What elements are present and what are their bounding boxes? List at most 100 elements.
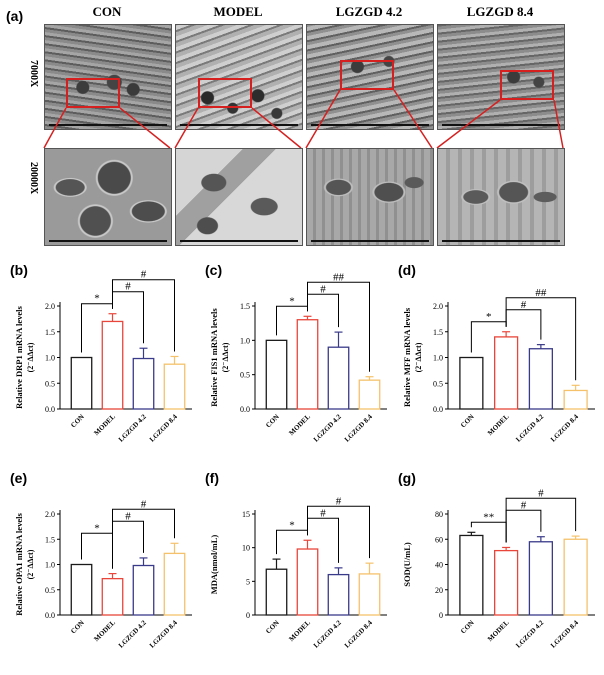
tem-row-label-20000x: 20000X <box>28 162 39 195</box>
bar-f-0 <box>265 568 288 616</box>
tem-title-model: MODEL <box>213 4 263 19</box>
chart-mff: 0.0 0.5 1.0 1.5 2.0 Relative MFF mRNA levels(… <box>402 287 595 444</box>
tem-image-con-20000x <box>44 148 172 246</box>
tem-image-lgzgd42-20000x <box>306 148 434 246</box>
x-tick-label-b-0: CON <box>69 413 86 430</box>
x-tick-label-g-2: LGZGD 4.2 <box>514 618 545 649</box>
y-axis-label-b: Relative DRP1 mRNA levels <box>14 305 24 408</box>
y-tick-label-e-2: 1.0 <box>45 561 55 570</box>
y-tick-label-f-3: 15 <box>242 510 250 519</box>
y-tick-label-f-1: 5 <box>246 577 250 586</box>
x-tick-label-e-3: LGZGD 8.4 <box>148 618 179 649</box>
significance-mark-b-1: # <box>125 281 131 293</box>
panel-label-d: (d) <box>398 262 416 278</box>
x-tick-label-g-1: MODEL <box>486 619 511 644</box>
y-tick-label-g-2: 40 <box>435 561 443 570</box>
y-tick-label-g-1: 20 <box>435 586 443 595</box>
significance-mark-c-2: ## <box>333 271 345 283</box>
y-tick-label-d-2: 1.0 <box>433 354 443 363</box>
significance-bracket-c-1 <box>307 293 339 328</box>
y-tick-label-d-4: 2.0 <box>433 302 443 311</box>
significance-bracket-b-1 <box>112 291 144 344</box>
y-tick-label-e-0: 0.0 <box>45 611 55 620</box>
chart-mda: 0 5 10 15 MDA(nmol/mL) CON MODEL LGZGD 4.2 LGZGD… <box>209 495 387 650</box>
x-tick-label-f-0: CON <box>264 619 281 636</box>
y-tick-label-b-1: 0.5 <box>45 379 55 388</box>
y-tick-label-b-3: 1.5 <box>45 328 55 337</box>
significance-bracket-g-1 <box>505 509 542 543</box>
y-tick-label-e-3: 1.5 <box>45 535 55 544</box>
y-tick-label-g-4: 80 <box>435 510 443 519</box>
x-tick-label-c-1: MODEL <box>288 413 313 438</box>
bar-e-3 <box>163 552 186 616</box>
y-tick-label-d-3: 1.5 <box>433 328 443 337</box>
significance-mark-f-0: * <box>289 519 295 531</box>
roi-box-model <box>198 78 252 108</box>
significance-mark-g-0: ** <box>483 511 494 523</box>
x-tick-label-d-3: LGZGD 8.4 <box>549 412 580 443</box>
x-tick-label-e-1: MODEL <box>93 619 118 644</box>
roi-box-lgzgd42 <box>340 60 394 90</box>
bar-g-2 <box>528 541 553 616</box>
x-tick-label-d-2: LGZGD 4.2 <box>514 412 545 443</box>
y-tick-label-c-2: 1.0 <box>240 336 250 345</box>
tem-title-lgzgd84: LGZGD 8.4 <box>466 4 534 19</box>
significance-bracket-b-0 <box>81 303 113 353</box>
bar-d-3 <box>563 389 588 410</box>
bar-f-3 <box>358 573 381 616</box>
y-tick-label-g-0: 0 <box>439 611 443 620</box>
y-axis-label-g: SOD(U/mL) <box>402 542 412 587</box>
bar-b-3 <box>163 363 186 410</box>
y-axis-sublabel-c: (2⁻ΔΔct) <box>221 342 230 372</box>
x-tick-label-f-2: LGZGD 4.2 <box>312 618 343 649</box>
tem-image-model-20000x <box>175 148 303 246</box>
chart-drp1: 0.0 0.5 1.0 1.5 2.0 Relative DRP1 mRNA levels… <box>14 269 192 444</box>
bar-c-1 <box>296 319 319 410</box>
y-tick-label-d-1: 0.5 <box>433 379 443 388</box>
significance-bracket-d-1 <box>505 309 542 340</box>
bar-b-0 <box>70 356 93 410</box>
y-axis-sublabel-d: (2⁻ΔΔct) <box>414 342 423 372</box>
significance-mark-g-2: # <box>538 487 544 499</box>
bar-e-1 <box>101 577 124 616</box>
x-tick-label-c-0: CON <box>264 413 281 430</box>
panel-label-a: (a) <box>6 8 24 24</box>
x-tick-label-e-0: CON <box>69 619 86 636</box>
significance-mark-e-0: * <box>94 522 100 534</box>
bar-c-0 <box>265 339 288 410</box>
panel-label-e: (e) <box>10 470 28 486</box>
panel-label-b: (b) <box>10 262 28 278</box>
y-tick-label-e-4: 2.0 <box>45 510 55 519</box>
bar-g-1 <box>494 549 519 616</box>
bar-g-0 <box>459 534 484 616</box>
significance-mark-c-0: * <box>289 295 295 307</box>
bar-f-2 <box>327 573 350 616</box>
y-tick-label-e-1: 0.5 <box>45 586 55 595</box>
x-tick-label-d-1: MODEL <box>486 413 511 438</box>
significance-mark-d-2: ## <box>535 287 547 299</box>
bar-c-3 <box>358 379 381 410</box>
x-tick-label-b-1: MODEL <box>93 413 118 438</box>
bar-d-1 <box>494 336 519 410</box>
bar-f-1 <box>296 548 319 616</box>
panel-label-g: (g) <box>398 470 416 486</box>
y-axis-label-f: MDA(nmol/mL) <box>209 535 219 595</box>
y-tick-label-d-0: 0.0 <box>433 405 443 414</box>
significance-bracket-e-1 <box>112 520 144 569</box>
bar-g-3 <box>563 538 588 616</box>
chart-fis1: 0.0 0.5 1.0 1.5 Relative FIS1 mRNA levels (2⁻… <box>209 271 387 444</box>
y-tick-label-c-0: 0.0 <box>240 405 250 414</box>
bar-c-2 <box>327 346 350 410</box>
significance-bracket-e-0 <box>81 532 113 569</box>
y-tick-label-c-3: 1.5 <box>240 302 250 311</box>
significance-mark-f-2: # <box>336 495 342 507</box>
significance-bracket-d-2 <box>505 297 577 381</box>
x-tick-label-g-3: LGZGD 8.4 <box>549 618 580 649</box>
y-tick-label-b-4: 2.0 <box>45 302 55 311</box>
x-tick-label-g-0: CON <box>459 619 476 636</box>
significance-bracket-c-2 <box>307 281 370 372</box>
tem-image-model-7000x <box>175 24 303 130</box>
x-tick-label-b-3: LGZGD 8.4 <box>148 412 179 443</box>
panel-label-c: (c) <box>205 262 223 278</box>
y-axis-label-e: Relative OPA1 mRNA levels <box>14 513 24 616</box>
